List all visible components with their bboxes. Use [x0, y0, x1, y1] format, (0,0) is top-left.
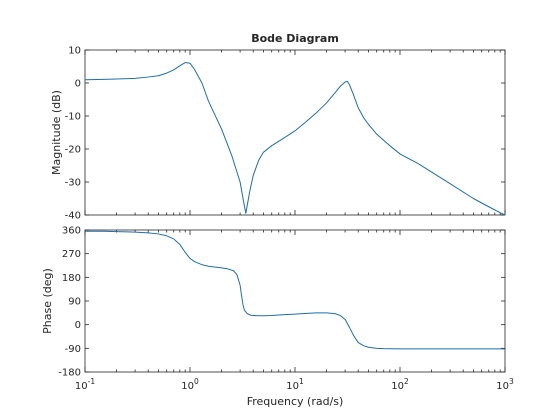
phase-y-tick-label: 180 — [62, 273, 81, 284]
magnitude-y-tick-label: 0 — [75, 79, 81, 90]
phase-y-tick-label: 270 — [62, 249, 81, 260]
x-tick-label: 102 — [391, 377, 409, 392]
magnitude-y-axis-label: Magnitude (dB) — [50, 90, 63, 175]
magnitude-y-tick-label: -30 — [65, 178, 81, 189]
phase-y-tick-label: -90 — [65, 344, 81, 355]
x-axis-label: Frequency (rad/s) — [247, 395, 344, 408]
x-tick-label-base: 10 — [496, 381, 509, 392]
magnitude-plot-frame — [84, 49, 506, 216]
x-tick-label-exponent: 2 — [404, 377, 409, 386]
phase-y-tick-label: 0 — [75, 320, 81, 331]
x-tick-label-base: 10 — [286, 381, 299, 392]
x-tick-label: 103 — [496, 377, 514, 392]
x-tick-label: 100 — [181, 377, 199, 392]
x-tick-label: 101 — [286, 377, 304, 392]
magnitude-y-tick-label: -10 — [65, 112, 81, 123]
phase-plot-frame — [84, 229, 506, 373]
phase-y-tick-label: 90 — [68, 297, 81, 308]
chart-title: Bode Diagram — [251, 32, 339, 45]
phase-y-tick-label: -180 — [58, 368, 81, 379]
magnitude-y-tick-label: -40 — [65, 211, 81, 222]
x-tick-label-exponent: -1 — [88, 377, 96, 386]
phase-curve — [85, 230, 505, 350]
x-tick-label-exponent: 1 — [299, 377, 304, 386]
magnitude-curve — [84, 62, 506, 216]
phase-y-axis-label: Phase (deg) — [41, 268, 54, 334]
x-tick-label: 10-1 — [75, 377, 95, 392]
x-tick-label-base: 10 — [391, 381, 404, 392]
x-tick-label-base: 10 — [75, 381, 88, 392]
x-tick-label-exponent: 3 — [509, 377, 514, 386]
x-tick-label-base: 10 — [181, 381, 194, 392]
magnitude-y-tick-label: 10 — [68, 46, 81, 57]
phase-y-tick-label: 360 — [62, 226, 81, 237]
magnitude-axes: 10 0 -10 -20 -30 -40 Magnitude (dB) — [50, 46, 506, 222]
x-tick-label-exponent: 0 — [194, 377, 199, 386]
magnitude-y-tick-label: -20 — [65, 145, 81, 156]
